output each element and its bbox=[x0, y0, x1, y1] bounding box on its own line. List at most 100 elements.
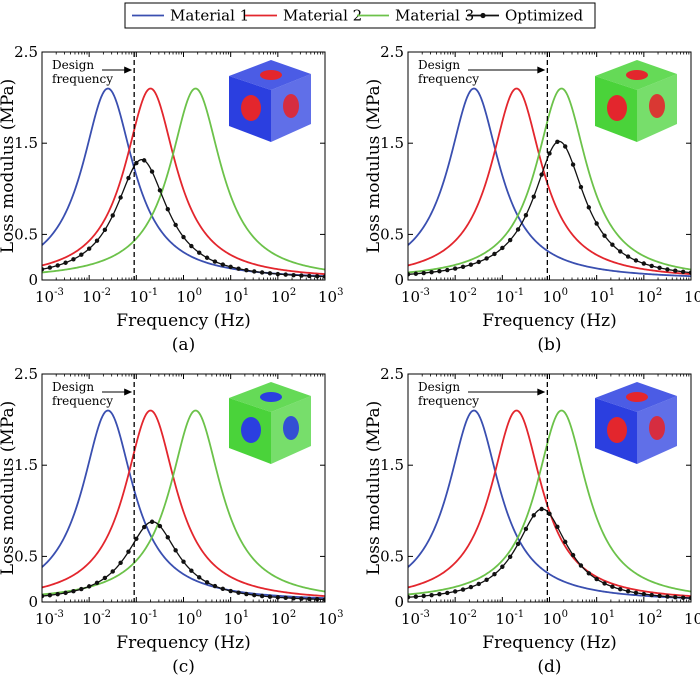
optimized-point bbox=[602, 233, 607, 238]
optimized-point bbox=[688, 270, 691, 275]
inset-accent-region bbox=[283, 94, 299, 118]
optimized-point bbox=[291, 596, 296, 601]
optimized-point bbox=[618, 249, 623, 254]
optimized-point bbox=[578, 184, 584, 190]
optimized-point bbox=[673, 268, 678, 273]
design-annotation-line1: Design bbox=[52, 58, 94, 72]
optimized-point bbox=[460, 264, 466, 270]
optimized-point bbox=[102, 227, 108, 233]
legend-label: Material 2 bbox=[283, 7, 362, 25]
optimized-point bbox=[555, 139, 560, 145]
optimized-point bbox=[680, 595, 686, 600]
optimized-point bbox=[500, 245, 505, 251]
inset-accent-region bbox=[649, 94, 665, 118]
x-tick-label: 102 bbox=[271, 609, 296, 628]
design-annotation-line2: frequency bbox=[52, 394, 113, 408]
optimized-point bbox=[476, 259, 481, 265]
annotation-arrow-head bbox=[124, 388, 133, 396]
panel-caption: (c) bbox=[172, 657, 195, 675]
optimized-point bbox=[307, 273, 312, 279]
inset-accent-region bbox=[607, 417, 627, 443]
x-tick-label: 103 bbox=[318, 287, 343, 306]
optimized-point bbox=[307, 596, 312, 602]
optimized-point bbox=[252, 269, 257, 274]
inset-accent-region bbox=[283, 416, 299, 440]
x-tick-label: 103 bbox=[684, 609, 700, 628]
optimized-point bbox=[299, 596, 304, 601]
optimized-point bbox=[437, 269, 442, 274]
x-tick-label: 10-2 bbox=[82, 609, 111, 628]
optimized-point bbox=[189, 568, 194, 573]
inset-accent-region bbox=[241, 95, 261, 121]
optimized-point bbox=[173, 222, 178, 228]
design-annotation-line1: Design bbox=[418, 58, 460, 72]
optimized-point bbox=[118, 195, 123, 200]
optimized-point bbox=[275, 271, 281, 277]
x-tick-label: 10-3 bbox=[401, 609, 430, 628]
optimized-point bbox=[252, 592, 257, 598]
optimized-point bbox=[539, 506, 544, 512]
optimized-point bbox=[71, 257, 76, 262]
optimized-point bbox=[507, 237, 513, 243]
structure-inset bbox=[229, 60, 311, 142]
optimized-point bbox=[212, 259, 218, 264]
optimized-point bbox=[570, 552, 576, 558]
plot-area bbox=[408, 409, 691, 601]
optimized-point bbox=[452, 266, 458, 271]
optimized-point bbox=[421, 593, 426, 599]
optimized-point bbox=[55, 263, 60, 268]
optimized-point bbox=[165, 207, 170, 212]
optimized-point bbox=[149, 519, 155, 524]
optimized-point bbox=[484, 256, 489, 261]
optimized-point bbox=[641, 261, 647, 266]
legend-entry: Material 2 bbox=[245, 7, 362, 25]
structure-inset bbox=[229, 382, 311, 464]
optimized-point bbox=[657, 265, 662, 271]
optimized-point bbox=[228, 264, 233, 270]
annotation-arrow-head bbox=[537, 388, 546, 396]
x-tick-label: 101 bbox=[590, 287, 615, 306]
optimized-point bbox=[523, 212, 529, 218]
optimized-point bbox=[259, 270, 265, 275]
optimized-point bbox=[665, 267, 670, 272]
x-tick-label: 101 bbox=[224, 287, 249, 306]
optimized-point bbox=[126, 175, 131, 181]
y-axis-label: Loss modulus (MPa) bbox=[0, 401, 18, 576]
optimized-point bbox=[42, 593, 45, 599]
series-line bbox=[408, 87, 691, 275]
optimized-point bbox=[212, 583, 218, 589]
optimized-point bbox=[55, 591, 60, 597]
x-tick-label: 103 bbox=[684, 287, 700, 306]
optimized-point bbox=[452, 589, 458, 594]
x-tick-label: 100 bbox=[543, 609, 568, 628]
x-tick-label: 101 bbox=[224, 609, 249, 628]
y-tick-label: 1.5 bbox=[14, 134, 38, 152]
legend-entry: Material 3 bbox=[357, 7, 474, 25]
optimized-point bbox=[460, 587, 466, 592]
optimized-point bbox=[649, 592, 654, 598]
optimized-point bbox=[110, 569, 115, 574]
x-tick-label: 101 bbox=[590, 609, 615, 628]
optimized-point bbox=[181, 559, 186, 564]
x-tick-label: 10-1 bbox=[495, 609, 524, 628]
y-tick-label: 1.5 bbox=[380, 134, 404, 152]
optimized-point bbox=[657, 593, 662, 599]
optimized-point bbox=[665, 594, 670, 599]
optimized-point bbox=[165, 535, 170, 540]
x-tick-label: 10-3 bbox=[35, 287, 64, 306]
optimized-point bbox=[157, 188, 163, 193]
optimized-point bbox=[220, 262, 226, 267]
y-tick-label: 2.5 bbox=[14, 365, 38, 383]
optimized-point bbox=[523, 526, 529, 532]
y-tick-label: 0 bbox=[394, 271, 404, 289]
legend-marker bbox=[480, 12, 486, 19]
optimized-point bbox=[610, 242, 615, 247]
inset-accent-region bbox=[626, 392, 648, 402]
legend-label: Material 3 bbox=[395, 7, 474, 25]
structure-inset bbox=[595, 382, 677, 464]
x-axis-label: Frequency (Hz) bbox=[482, 633, 616, 653]
optimized-point bbox=[680, 269, 686, 274]
optimized-point bbox=[531, 194, 536, 199]
optimized-point bbox=[314, 597, 320, 602]
